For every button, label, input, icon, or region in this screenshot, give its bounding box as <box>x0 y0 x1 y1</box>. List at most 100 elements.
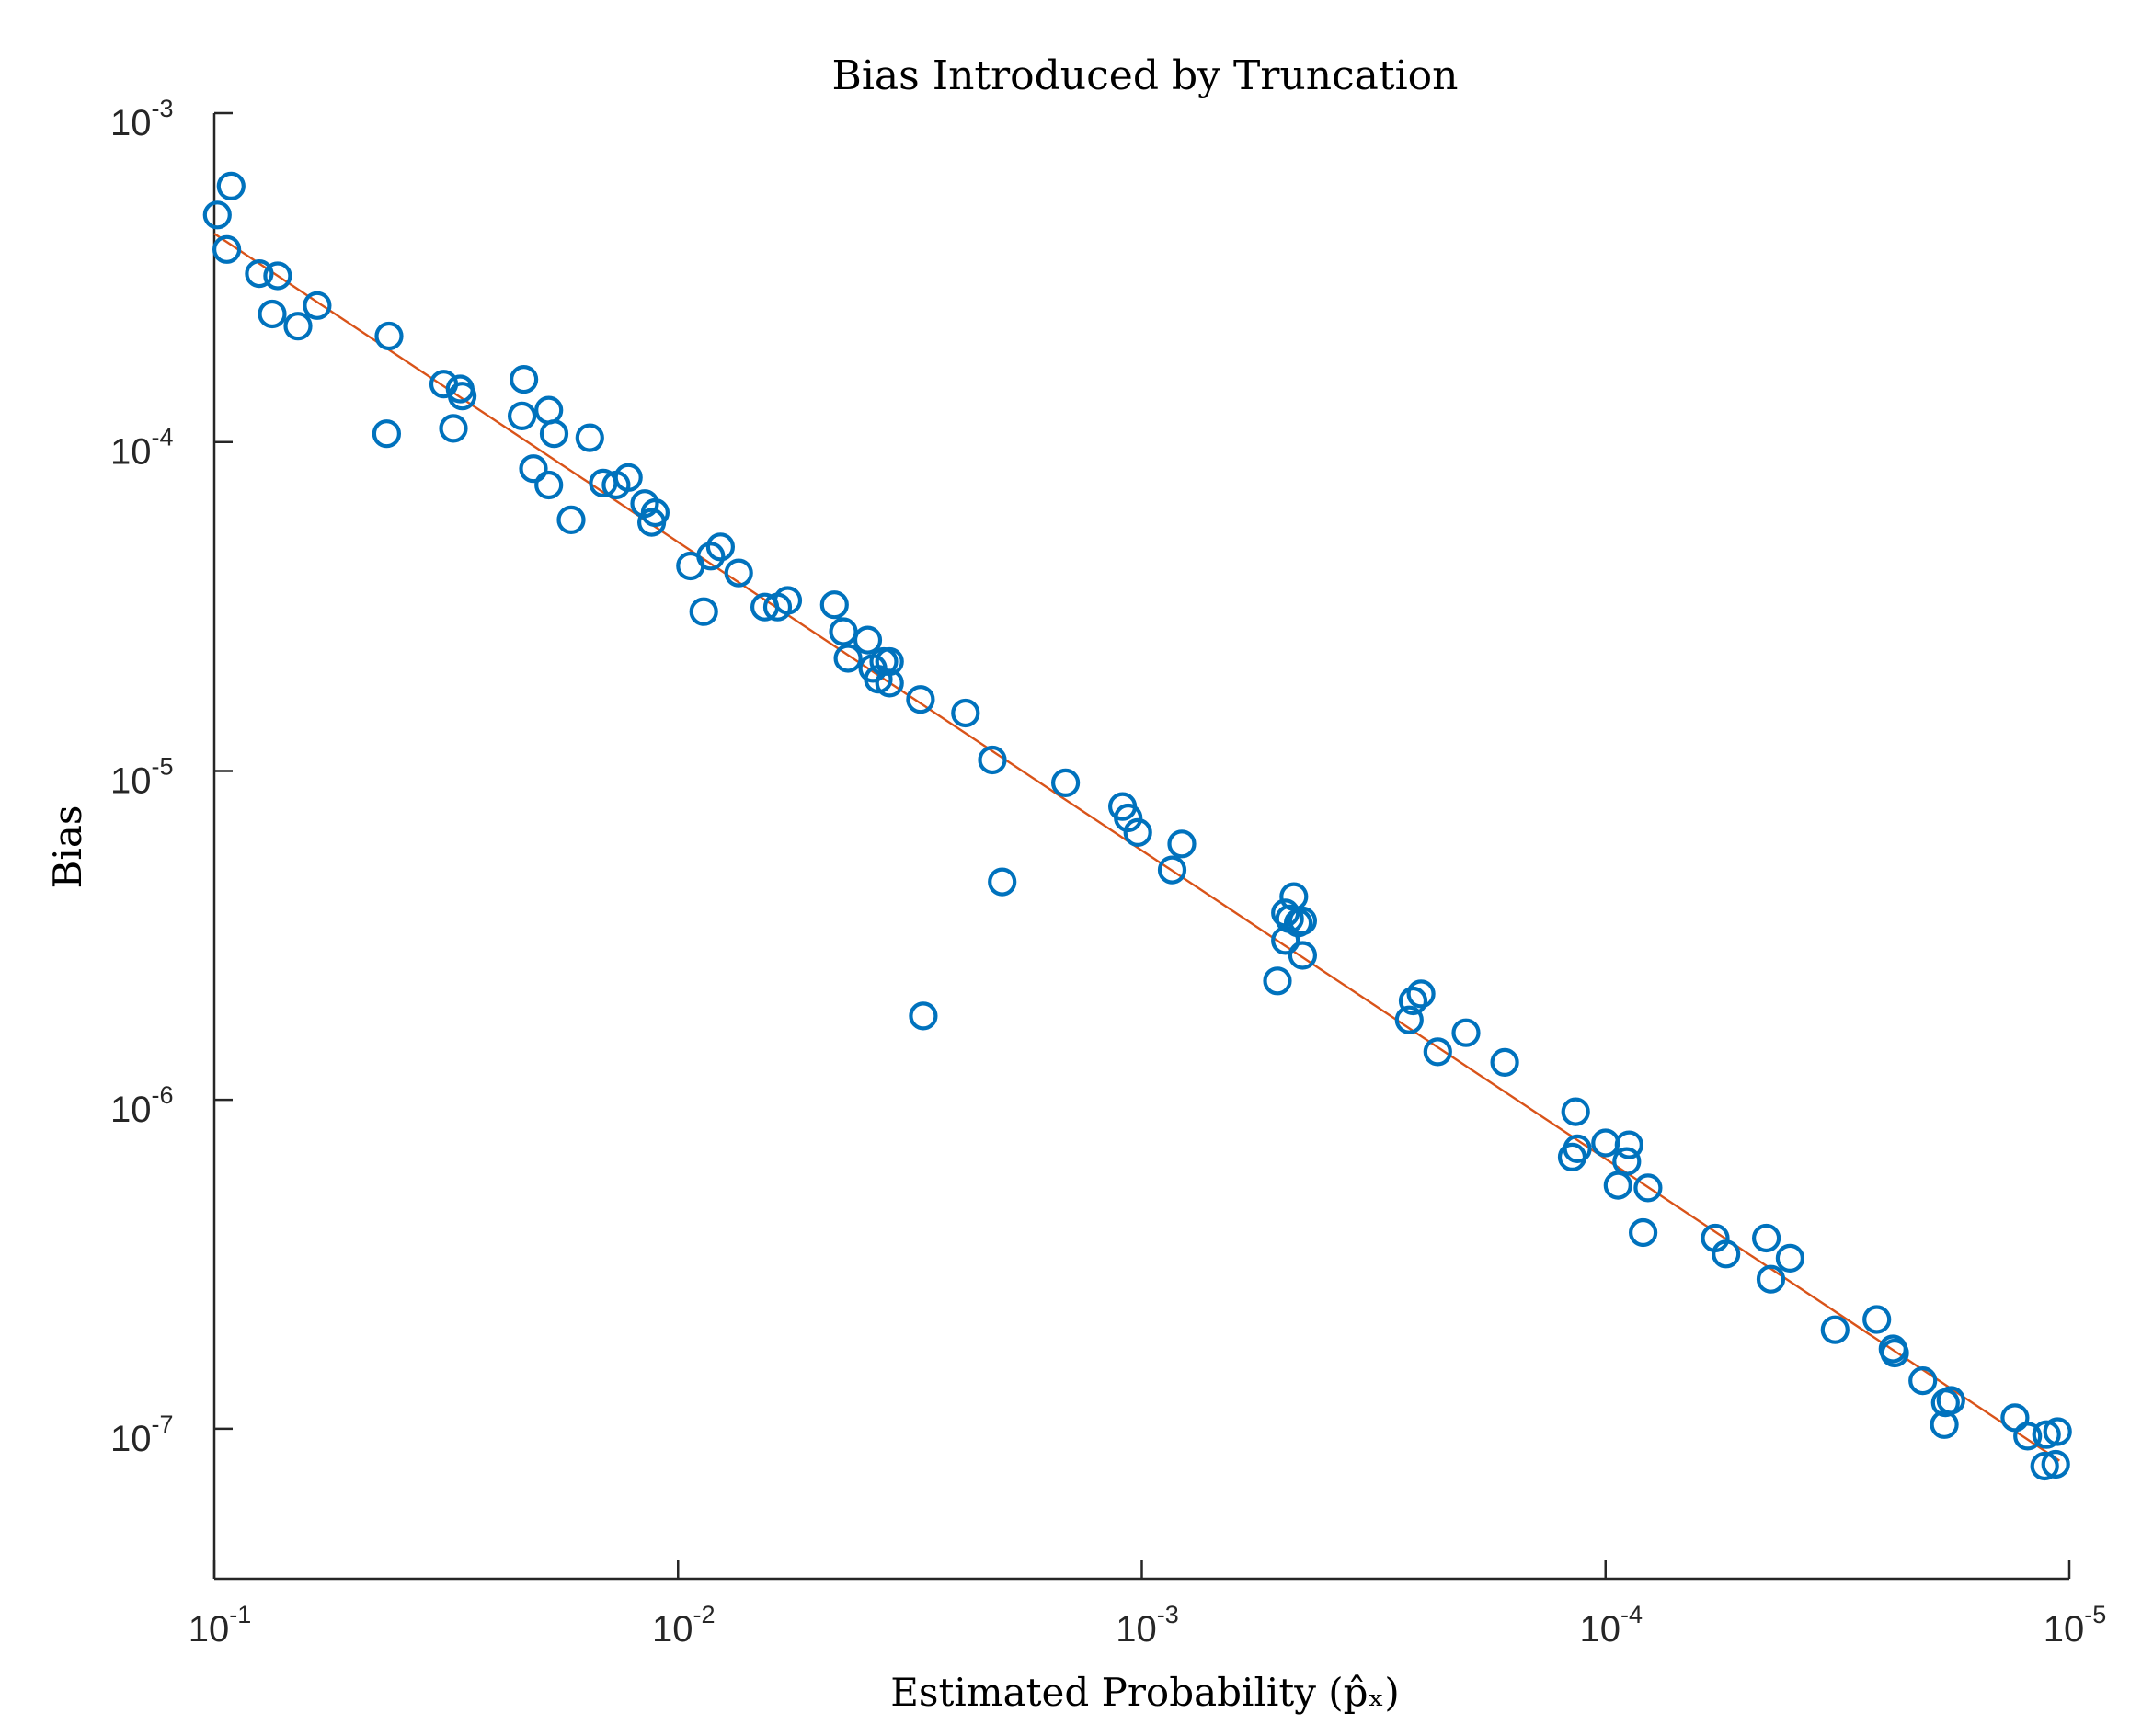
data-point <box>507 401 537 430</box>
data-point <box>1820 1315 1850 1344</box>
data-point <box>1612 1147 1642 1176</box>
data-point <box>988 867 1017 897</box>
y-tick-base: 10 <box>110 1419 152 1459</box>
y-tick-label: 10-4 <box>110 424 174 473</box>
data-point <box>1423 1037 1452 1067</box>
y-tick-label: 10-6 <box>110 1081 174 1130</box>
x-tick-base: 10 <box>189 1609 230 1650</box>
data-point <box>1394 1005 1424 1034</box>
x-tick-exponent: -1 <box>229 1601 251 1628</box>
y-tick-base: 10 <box>110 760 152 801</box>
data-point <box>1880 1338 1909 1368</box>
data-point <box>556 505 586 535</box>
data-point <box>1614 1130 1643 1159</box>
y-tick-label: 10-5 <box>110 752 174 801</box>
data-point <box>1157 855 1187 885</box>
data-point <box>951 698 980 728</box>
data-point <box>1279 882 1309 911</box>
data-point <box>263 261 292 291</box>
data-point <box>539 419 569 449</box>
data-point <box>283 312 313 341</box>
data-point <box>216 171 246 200</box>
data-point <box>1050 768 1081 798</box>
data-point <box>1490 1047 1519 1078</box>
y-tick-exponent: -5 <box>152 752 174 780</box>
data-point <box>534 395 564 425</box>
x-tick-label: 10-3 <box>1116 1601 1179 1650</box>
y-tick-base: 10 <box>110 103 152 143</box>
x-axis-label: Estimated Probability (p̂ₓ) <box>890 1670 1400 1715</box>
data-point <box>2013 1422 2043 1451</box>
data-point <box>1775 1243 1805 1273</box>
data-point <box>819 590 849 620</box>
x-tick-exponent: -3 <box>1157 1601 1179 1628</box>
chart-title: Bias Introduced by Truncation <box>832 52 1459 99</box>
y-axis-label: Bias <box>45 805 90 889</box>
y-tick-base: 10 <box>110 432 152 473</box>
x-tick-label: 10-1 <box>189 1601 252 1650</box>
data-point <box>1167 829 1197 859</box>
data-point <box>1271 926 1300 955</box>
x-tick-label: 10-2 <box>652 1601 716 1650</box>
fit-line-layer <box>213 233 2060 1462</box>
data-point <box>1123 817 1152 848</box>
data-point <box>1406 979 1436 1009</box>
y-axis-ticks: 10-310-410-510-610-7 <box>110 95 233 1459</box>
data-point <box>1114 803 1143 833</box>
data-point <box>906 685 935 714</box>
data-point <box>696 542 726 571</box>
data-point <box>724 558 753 588</box>
data-point <box>909 1001 938 1031</box>
fit-line <box>213 233 2060 1462</box>
y-tick-exponent: -7 <box>152 1410 174 1438</box>
y-tick-label: 10-3 <box>110 95 174 143</box>
x-tick-exponent: -5 <box>2084 1601 2106 1628</box>
data-point <box>1756 1264 1786 1294</box>
data-point <box>875 668 904 698</box>
data-point <box>1563 1134 1592 1164</box>
data-point <box>534 470 564 500</box>
y-tick-exponent: -4 <box>152 424 174 451</box>
data-point <box>372 419 401 449</box>
data-point <box>1712 1239 1741 1269</box>
data-point <box>202 200 232 230</box>
x-tick-exponent: -2 <box>693 1601 715 1628</box>
data-point <box>2041 1449 2070 1479</box>
data-point <box>1288 941 1318 970</box>
data-point <box>636 508 667 537</box>
x-tick-base: 10 <box>1116 1609 1157 1650</box>
data-point <box>1398 986 1428 1016</box>
x-tick-base: 10 <box>2044 1609 2085 1650</box>
data-point <box>1263 966 1292 996</box>
data-point <box>1930 1410 1959 1439</box>
data-point <box>575 423 604 452</box>
data-point <box>1451 1018 1481 1047</box>
y-tick-exponent: -3 <box>152 95 174 122</box>
data-point <box>245 259 274 289</box>
x-tick-label: 10-4 <box>1579 1601 1643 1650</box>
y-tick-exponent: -6 <box>152 1081 174 1109</box>
x-tick-base: 10 <box>652 1609 693 1650</box>
data-point <box>1751 1223 1781 1253</box>
data-point <box>978 745 1007 775</box>
data-point <box>1591 1128 1620 1158</box>
data-point <box>374 321 404 351</box>
data-point <box>448 382 477 411</box>
data-point <box>773 586 803 615</box>
data-point <box>1288 906 1318 936</box>
x-tick-exponent: -4 <box>1620 1601 1643 1628</box>
data-point <box>1628 1217 1658 1248</box>
data-point <box>1633 1173 1663 1203</box>
y-tick-label: 10-7 <box>110 1410 174 1459</box>
y-tick-base: 10 <box>110 1090 152 1130</box>
x-axis-ticks: 10-1 10-2 10-3 10-4 10-5 <box>189 1560 2106 1650</box>
x-tick-base: 10 <box>1579 1609 1620 1650</box>
data-point <box>705 532 736 562</box>
data-point <box>1561 1097 1590 1126</box>
data-point <box>2043 1417 2072 1446</box>
data-point <box>1603 1171 1632 1200</box>
data-point <box>258 299 287 329</box>
data-point <box>829 617 858 646</box>
data-point <box>439 414 468 443</box>
